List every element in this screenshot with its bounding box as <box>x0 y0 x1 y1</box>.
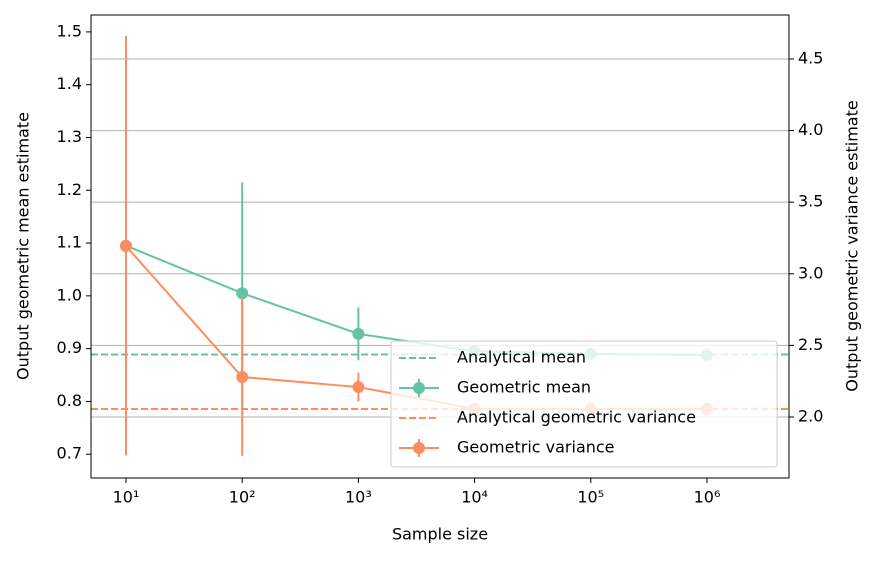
x-tick-label: 10⁶ <box>694 488 721 507</box>
legend-symbol <box>413 382 425 394</box>
plot-frame <box>90 14 790 479</box>
point <box>236 371 249 384</box>
y2-tick-label: 3.5 <box>798 192 823 211</box>
y-tick-label: 1.3 <box>57 127 82 146</box>
legend-symbol <box>413 442 425 454</box>
x-tick-label: 10⁵ <box>577 488 604 507</box>
y-tick-label: 1.1 <box>57 233 82 252</box>
y-tick-label: 1.0 <box>57 285 82 304</box>
point <box>119 239 132 252</box>
y2-axis-label: Output geometric variance estimate <box>843 100 862 391</box>
series-line <box>125 244 707 356</box>
y2-tick-label: 2.0 <box>798 406 823 425</box>
y2-tick-label: 4.0 <box>798 120 823 139</box>
legend-label: Analytical geometric variance <box>457 408 696 427</box>
y-tick-label: 0.8 <box>57 391 82 410</box>
legend-label: Analytical mean <box>457 348 586 367</box>
y2-tick-label: 2.5 <box>798 335 823 354</box>
x-tick-label: 10³ <box>345 488 372 507</box>
point <box>236 287 249 300</box>
point <box>352 381 365 394</box>
y-tick-label: 1.5 <box>57 21 82 40</box>
y2-tick-label: 3.0 <box>798 263 823 282</box>
x-axis-label: Sample size <box>392 525 488 544</box>
y-tick-label: 1.4 <box>57 74 82 93</box>
y2-tick-label: 4.5 <box>798 48 823 67</box>
x-tick-label: 10² <box>229 488 256 507</box>
x-tick-label: 10¹ <box>113 488 140 507</box>
y-tick-label: 1.2 <box>57 180 82 199</box>
y-axis-label: Output geometric mean estimate <box>14 112 33 380</box>
legend-label: Geometric mean <box>457 378 591 397</box>
y-tick-label: 0.9 <box>57 338 82 357</box>
point <box>352 327 365 340</box>
legend-label: Geometric variance <box>457 438 615 457</box>
legend-box <box>390 340 778 468</box>
y-tick-label: 0.7 <box>57 444 82 463</box>
x-tick-label: 10⁴ <box>461 488 488 507</box>
